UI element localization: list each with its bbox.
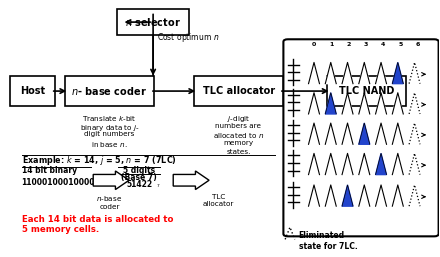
Polygon shape xyxy=(376,93,386,114)
Polygon shape xyxy=(376,62,386,84)
Text: TLC
allocator: TLC allocator xyxy=(203,194,235,207)
Text: 6: 6 xyxy=(415,42,420,47)
Polygon shape xyxy=(342,62,353,84)
Text: 5: 5 xyxy=(398,42,403,47)
Polygon shape xyxy=(308,185,319,206)
Text: $n$-base
coder: $n$-base coder xyxy=(96,194,122,210)
Polygon shape xyxy=(308,93,319,114)
Polygon shape xyxy=(359,185,370,206)
Polygon shape xyxy=(392,153,403,175)
Text: Example: $k$ = 14, $j$ = 5, $n$ = 7 (7LC): Example: $k$ = 14, $j$ = 5, $n$ = 7 (7LC… xyxy=(22,154,177,167)
FancyBboxPatch shape xyxy=(10,76,55,106)
Polygon shape xyxy=(325,93,336,114)
Polygon shape xyxy=(392,185,403,206)
Polygon shape xyxy=(392,62,403,84)
Text: (Base 7): (Base 7) xyxy=(121,173,157,182)
Text: Host: Host xyxy=(20,86,45,96)
Polygon shape xyxy=(308,62,319,84)
Text: 5 digits: 5 digits xyxy=(123,166,155,175)
Polygon shape xyxy=(342,93,353,114)
Text: 14 bit binary: 14 bit binary xyxy=(22,166,77,175)
Text: 11000100010000: 11000100010000 xyxy=(22,178,95,187)
Text: Each 14 bit data is allocated to
5 memory cells.: Each 14 bit data is allocated to 5 memor… xyxy=(22,215,173,234)
Polygon shape xyxy=(325,185,336,206)
Text: in base $n$.: in base $n$. xyxy=(91,140,128,149)
Text: 0: 0 xyxy=(312,42,316,47)
Polygon shape xyxy=(308,153,319,175)
Polygon shape xyxy=(392,123,403,144)
Text: TLC allocator: TLC allocator xyxy=(202,86,275,96)
Text: Eliminated
state for 7LC.: Eliminated state for 7LC. xyxy=(299,231,357,251)
Text: $n$- base coder: $n$- base coder xyxy=(71,85,147,97)
FancyBboxPatch shape xyxy=(117,9,189,35)
Text: 3: 3 xyxy=(363,42,368,47)
FancyBboxPatch shape xyxy=(327,76,406,106)
Polygon shape xyxy=(308,123,319,144)
Polygon shape xyxy=(342,153,353,175)
Text: 4: 4 xyxy=(381,42,385,47)
Text: $_{7}$: $_{7}$ xyxy=(156,183,160,190)
Text: $n$ selector: $n$ selector xyxy=(125,16,181,28)
FancyArrow shape xyxy=(93,171,129,190)
Polygon shape xyxy=(342,185,353,206)
Polygon shape xyxy=(325,62,336,84)
Text: $_{2}$: $_{2}$ xyxy=(91,180,95,187)
Text: allocated to $n$: allocated to $n$ xyxy=(213,132,264,141)
Text: TLC NAND: TLC NAND xyxy=(339,86,394,96)
Text: states.: states. xyxy=(226,149,250,155)
Text: binary data to $j$-: binary data to $j$- xyxy=(80,123,139,133)
Polygon shape xyxy=(359,93,370,114)
Polygon shape xyxy=(325,123,336,144)
Text: 1: 1 xyxy=(329,42,334,47)
Text: Translate $k$-bit: Translate $k$-bit xyxy=(82,114,136,123)
Text: 51422: 51422 xyxy=(126,180,152,189)
Text: digit numbers: digit numbers xyxy=(84,132,135,137)
Text: numbers are: numbers are xyxy=(215,123,261,129)
Text: 2: 2 xyxy=(346,42,351,47)
FancyArrow shape xyxy=(173,171,209,190)
Polygon shape xyxy=(359,123,370,144)
Polygon shape xyxy=(376,123,386,144)
Polygon shape xyxy=(376,185,386,206)
Polygon shape xyxy=(325,153,336,175)
FancyBboxPatch shape xyxy=(65,76,154,106)
Polygon shape xyxy=(376,153,386,175)
Text: memory: memory xyxy=(224,140,253,146)
FancyBboxPatch shape xyxy=(283,39,439,236)
Polygon shape xyxy=(359,153,370,175)
Polygon shape xyxy=(342,123,353,144)
Text: Cost optimum $n$: Cost optimum $n$ xyxy=(157,31,219,44)
Polygon shape xyxy=(392,93,403,114)
Polygon shape xyxy=(359,62,370,84)
FancyBboxPatch shape xyxy=(194,76,283,106)
Text: $j$-digit: $j$-digit xyxy=(227,114,250,124)
